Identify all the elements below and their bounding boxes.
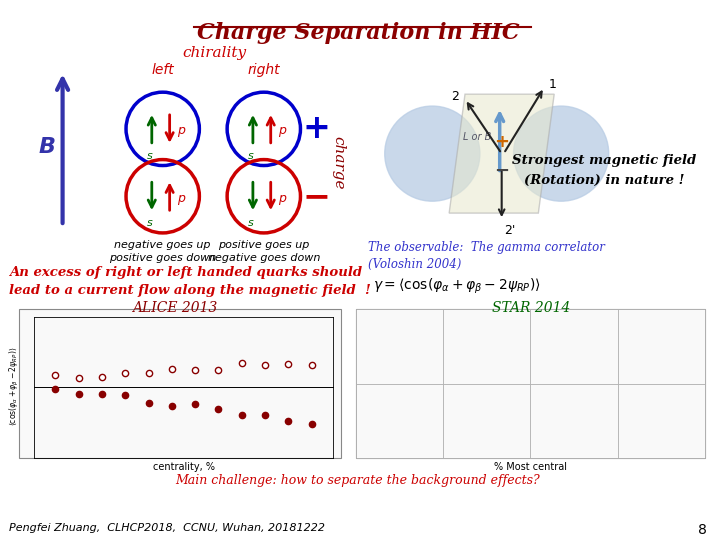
FancyBboxPatch shape [444,383,531,458]
Text: positive goes up
negative goes down: positive goes up negative goes down [207,240,320,263]
Text: p: p [176,124,184,137]
FancyBboxPatch shape [19,309,341,458]
Text: Main challenge: how to separate the background effects?: Main challenge: how to separate the back… [176,474,540,487]
Text: An excess of right or left handed quarks should
lead to a current flow along the: An excess of right or left handed quarks… [9,266,371,296]
Text: +: + [494,133,509,151]
Text: L or B: L or B [464,132,492,142]
Text: STAR 2014: STAR 2014 [492,301,571,315]
Text: B: B [38,137,55,157]
Text: centrality, %: centrality, % [153,462,215,472]
Text: % Most central: % Most central [494,462,567,472]
FancyBboxPatch shape [356,309,705,458]
FancyBboxPatch shape [356,383,444,458]
Text: Strongest magnetic field
(Rotation) in nature !: Strongest magnetic field (Rotation) in n… [512,154,696,186]
Text: left: left [151,63,174,77]
Text: 2: 2 [451,90,459,103]
FancyBboxPatch shape [618,383,705,458]
Text: −: − [302,180,330,213]
Circle shape [513,106,608,201]
Text: charge: charge [331,136,345,190]
Text: s: s [147,218,153,228]
Text: right: right [248,63,280,77]
Text: p: p [176,192,184,205]
Text: negative goes up
positive goes down: negative goes up positive goes down [109,240,216,263]
Text: ALICE 2013: ALICE 2013 [132,301,217,315]
Polygon shape [449,94,554,213]
Text: Pengfei Zhuang,  CLHCP2018,  CCNU, Wuhan, 20181222: Pengfei Zhuang, CLHCP2018, CCNU, Wuhan, … [9,523,325,534]
FancyBboxPatch shape [356,309,444,383]
FancyBboxPatch shape [531,383,618,458]
Text: The observable:  The gamma correlator
(Voloshin 2004): The observable: The gamma correlator (Vo… [368,241,605,271]
Text: p: p [278,124,286,137]
Text: −: − [494,161,509,179]
FancyBboxPatch shape [531,309,618,383]
Text: s: s [147,151,153,161]
FancyBboxPatch shape [618,309,705,383]
Text: $\langle\cos(\varphi_\alpha+\varphi_\beta-2\psi_{RP})\rangle$: $\langle\cos(\varphi_\alpha+\varphi_\bet… [7,347,21,426]
Text: chirality: chirality [182,45,246,59]
Text: $\gamma = \langle\cos(\varphi_\alpha + \varphi_\beta - 2\psi_{RP})\rangle$: $\gamma = \langle\cos(\varphi_\alpha + \… [373,276,541,296]
Text: s: s [248,218,253,228]
Text: 1: 1 [548,78,556,91]
Circle shape [384,106,480,201]
Text: s: s [248,151,253,161]
FancyBboxPatch shape [444,309,531,383]
Text: 2': 2' [504,224,515,237]
Text: Charge Separation in HIC: Charge Separation in HIC [197,22,519,44]
Text: p: p [278,192,286,205]
Text: +: + [302,112,330,145]
Text: 8: 8 [698,523,707,537]
